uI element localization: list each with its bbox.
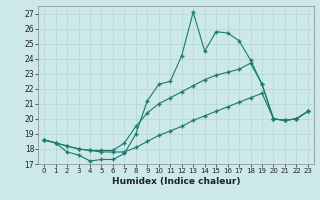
X-axis label: Humidex (Indice chaleur): Humidex (Indice chaleur) [112, 177, 240, 186]
